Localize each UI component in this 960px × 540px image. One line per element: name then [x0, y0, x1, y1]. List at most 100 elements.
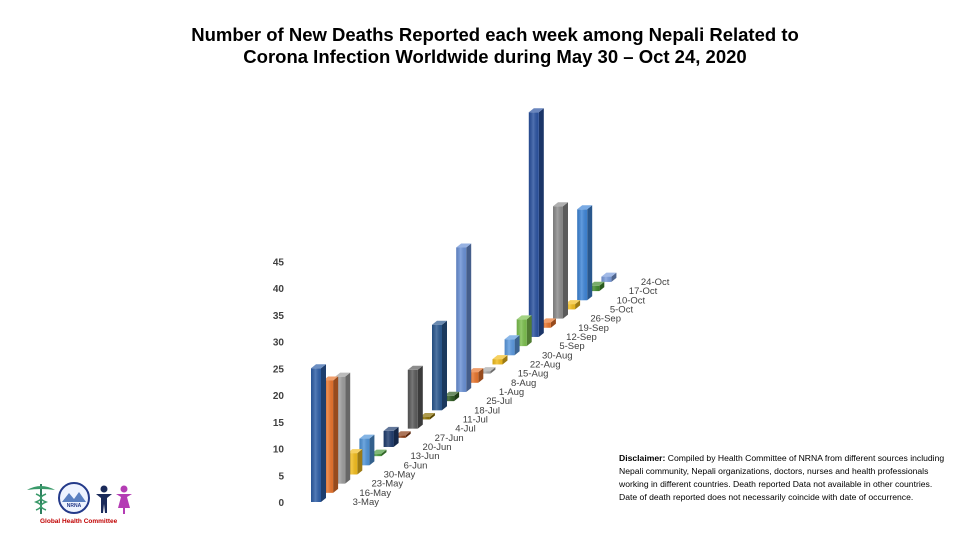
bar: [480, 367, 496, 374]
bar-side: [393, 426, 399, 447]
y-tick-label: 0: [278, 498, 284, 509]
bar-side: [466, 243, 472, 392]
bar-side: [321, 364, 326, 502]
y-tick-label: 40: [273, 284, 285, 295]
nrna-badge-icon: NRNA: [58, 482, 90, 514]
bar-top: [456, 243, 472, 248]
bar: [419, 412, 435, 420]
bar-top: [577, 205, 593, 210]
bar-side: [357, 449, 363, 475]
x-tick-label: 15-Aug: [518, 369, 549, 380]
bar: [383, 426, 399, 447]
bar-highlight: [589, 285, 600, 292]
bar-top: [565, 300, 581, 305]
bar: [468, 368, 484, 383]
bar-top: [504, 335, 520, 340]
bar-side: [442, 320, 447, 411]
bar-highlight: [516, 319, 527, 347]
y-tick-label: 30: [273, 338, 285, 349]
x-tick-label: 5-Sep: [559, 341, 584, 352]
bar-highlight: [553, 206, 563, 319]
x-tick-label: 19-Sep: [578, 323, 609, 334]
bar-side: [538, 108, 544, 337]
y-tick-label: 25: [273, 364, 285, 375]
bar-side: [429, 412, 435, 420]
bar-top: [601, 272, 617, 277]
bar-highlight: [540, 322, 551, 328]
bar-top: [335, 372, 351, 377]
bar: [323, 376, 339, 493]
chart-title-line-2: Corona Infection Worldwide during May 30…: [243, 46, 747, 67]
y-tick-label: 35: [273, 311, 285, 322]
bar: [371, 449, 387, 457]
bar-top: [323, 376, 339, 381]
bar-side: [599, 281, 605, 292]
bar-top: [589, 281, 605, 286]
chart-title-line-1: Number of New Deaths Reported each week …: [191, 24, 799, 45]
bar-side: [345, 372, 351, 484]
bar-side: [587, 205, 593, 301]
y-tick-label: 20: [273, 391, 285, 402]
bar-highlight: [444, 395, 455, 402]
bar-highlight: [323, 380, 334, 493]
bar: [540, 318, 556, 328]
bar-side: [575, 300, 581, 310]
chart-title: Number of New Deaths Reported each week …: [0, 24, 960, 68]
bar-side: [454, 391, 460, 402]
bar-highlight: [419, 416, 430, 420]
female-figure-icon: [116, 485, 132, 514]
bar-side: [333, 376, 339, 493]
bar-side: [369, 434, 375, 466]
bar: [456, 243, 472, 392]
bar: [395, 431, 411, 438]
bar-side: [514, 335, 520, 356]
bar-top: [311, 364, 326, 369]
bar: [589, 281, 605, 292]
x-tick-label: 25-Jul: [486, 396, 512, 407]
bar: [335, 372, 351, 484]
disclaimer-label: Disclaimer:: [619, 453, 666, 463]
x-tick-label: 20-Jun: [423, 442, 452, 453]
bar: [577, 205, 593, 301]
bar-top: [553, 202, 568, 207]
x-tick-label: 30-Aug: [542, 350, 573, 361]
bar-side: [563, 202, 568, 319]
bar-side: [550, 318, 556, 328]
y-tick-label: 15: [273, 418, 285, 429]
bar: [504, 335, 520, 356]
bar-highlight: [395, 435, 406, 438]
x-tick-label: 8-Aug: [511, 378, 536, 389]
bar-side: [526, 315, 532, 347]
bar-side: [611, 272, 617, 282]
bar-side: [381, 449, 387, 457]
bar-top: [540, 318, 556, 323]
nrna-logo: NRNA: [27, 482, 132, 514]
x-tick-label: 23-May: [372, 479, 404, 490]
x-axis-ticks: 3-May16-May23-May30-May6-Jun13-Jun20-Jun…: [353, 277, 670, 508]
male-figure-icon: [96, 485, 112, 513]
bar: [565, 300, 581, 310]
bar-highlight: [492, 359, 503, 365]
bar-top: [444, 391, 460, 396]
x-tick-label: 24-Oct: [641, 277, 670, 288]
bar-highlight: [311, 368, 321, 502]
x-tick-label: 6-Jun: [404, 460, 428, 471]
bar: [432, 320, 447, 411]
bar: [444, 391, 460, 402]
bar-highlight: [347, 453, 358, 475]
bar: [528, 108, 544, 337]
bar-top: [419, 412, 435, 417]
bar-highlight: [371, 453, 382, 457]
bar: [553, 202, 568, 319]
bar-side: [490, 367, 496, 374]
y-axis-ticks: 0 5 10 15 20 25 30 35 40 45: [273, 257, 285, 509]
bar: [516, 315, 532, 347]
y-tick-label: 10: [273, 445, 285, 456]
x-tick-label: 10-Oct: [617, 295, 646, 306]
y-tick-label: 45: [273, 257, 285, 268]
bar-side: [405, 431, 411, 438]
bar-highlight: [432, 324, 442, 411]
x-tick-label: 30-May: [384, 470, 416, 481]
bar-side: [478, 368, 484, 383]
x-tick-label: 5-Oct: [610, 304, 634, 315]
